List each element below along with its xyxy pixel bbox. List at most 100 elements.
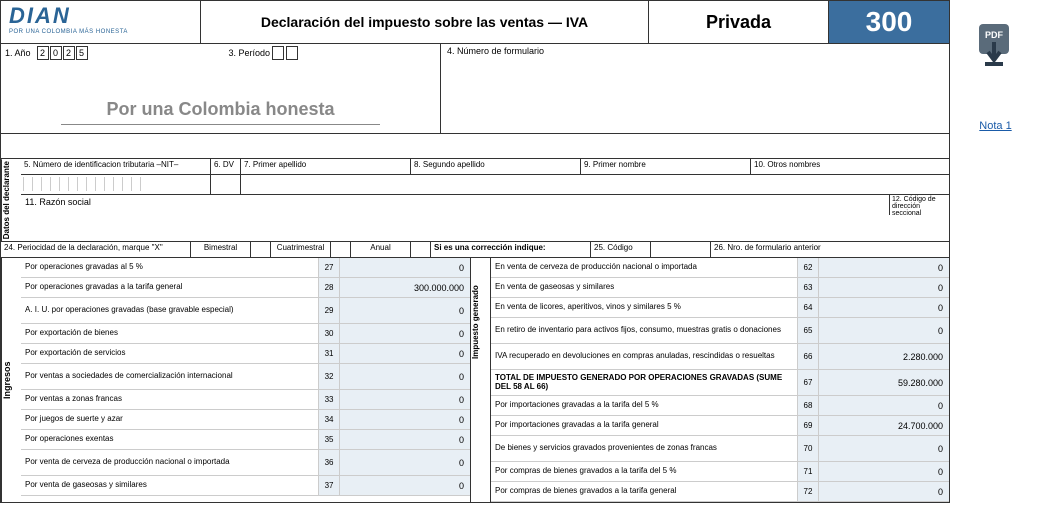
row-number: 64 <box>797 298 819 317</box>
row-number: 70 <box>797 436 819 461</box>
row-value[interactable]: 0 <box>819 396 949 415</box>
row-value[interactable]: 0 <box>340 258 470 277</box>
year-label: 1. Año <box>5 48 31 58</box>
correccion-label: Si es una corrección indique: <box>431 242 591 257</box>
row-value[interactable]: 0 <box>340 298 470 323</box>
row-value[interactable]: 0 <box>819 318 949 343</box>
codigo-25-input[interactable] <box>651 242 711 257</box>
row-number: 62 <box>797 258 819 277</box>
row-value[interactable]: 0 <box>819 298 949 317</box>
row-description: Por ventas a sociedades de comercializac… <box>21 371 318 382</box>
slogan-text: Por una Colombia honesta <box>61 99 380 125</box>
row-value[interactable]: 0 <box>819 436 949 461</box>
row-value[interactable]: 0 <box>819 482 949 501</box>
row-value[interactable]: 0 <box>819 278 949 297</box>
row-number: 30 <box>318 324 340 343</box>
row-number: 65 <box>797 318 819 343</box>
row-value[interactable]: 300.000.000 <box>340 278 470 297</box>
periodo-box-2[interactable] <box>286 46 298 60</box>
anual-checkbox[interactable] <box>411 242 431 257</box>
row-value[interactable]: 0 <box>340 324 470 343</box>
year-digit-1: 2 <box>37 46 49 60</box>
row-number: 71 <box>797 462 819 481</box>
row-description: En venta de licores, aperitivos, vinos y… <box>491 302 797 313</box>
table-row: Por compras de bienes gravados a la tari… <box>491 462 949 482</box>
row-number: 31 <box>318 344 340 363</box>
row-description: Por exportación de bienes <box>21 328 318 339</box>
codigo-direccion-label: 12. Código de dirección seccional <box>889 195 949 215</box>
table-row: Por ventas a zonas francas330 <box>21 390 470 410</box>
row-description: Por exportación de servicios <box>21 348 318 359</box>
row-description: Por importaciones gravadas a la tarifa g… <box>491 420 797 431</box>
table-row: Por operaciones gravadas al 5 %270 <box>21 258 470 278</box>
logo-cell: DIAN POR UNA COLOMBIA MÁS HONESTA <box>1 1 201 43</box>
row-number: 33 <box>318 390 340 409</box>
table-row: Por ventas a sociedades de comercializac… <box>21 364 470 390</box>
impuesto-generado-label: Impuesto generado <box>471 272 480 372</box>
names-input-area[interactable] <box>241 175 949 194</box>
periodo-box-1[interactable] <box>272 46 284 60</box>
right-spacer-col: Impuesto generado <box>471 258 491 502</box>
table-row: En venta de licores, aperitivos, vinos y… <box>491 298 949 318</box>
year-digit-3: 2 <box>63 46 75 60</box>
table-row: Por exportación de servicios310 <box>21 344 470 364</box>
row-description: En venta de cerveza de producción nacion… <box>491 262 797 273</box>
nota-1-link[interactable]: Nota 1 <box>955 120 1036 132</box>
dv-label: 6. DV <box>211 159 241 174</box>
row-number: 37 <box>318 476 340 495</box>
row-value[interactable]: 0 <box>340 390 470 409</box>
cuatrimestral-label: Cuatrimestral <box>271 242 331 257</box>
form-number-badge: 300 <box>829 1 949 43</box>
row-value[interactable]: 0 <box>819 462 949 481</box>
svg-text:PDF: PDF <box>985 30 1004 40</box>
table-row: Por juegos de suerte y azar340 <box>21 410 470 430</box>
row-description: Por venta de cerveza de producción nacio… <box>21 457 318 468</box>
cuatrimestral-checkbox[interactable] <box>331 242 351 257</box>
row-number: 27 <box>318 258 340 277</box>
formulario-anterior-label: 26. Nro. de formulario anterior <box>711 242 949 257</box>
row-value[interactable]: 0 <box>340 364 470 389</box>
table-row: Por venta de cerveza de producción nacio… <box>21 450 470 476</box>
row-value[interactable]: 0 <box>340 430 470 449</box>
row-value[interactable]: 24.700.000 <box>819 416 949 435</box>
row-value[interactable]: 0 <box>340 344 470 363</box>
row-value[interactable]: 0 <box>340 450 470 475</box>
year-digit-4: 5 <box>76 46 88 60</box>
periodicidad-label: 24. Periocidad de la declaración, marque… <box>1 242 191 257</box>
row-number: 36 <box>318 450 340 475</box>
row-description: De bienes y servicios gravados provenien… <box>491 443 797 454</box>
table-row: En venta de gaseosas y similares630 <box>491 278 949 298</box>
primer-apellido-label: 7. Primer apellido <box>241 159 411 174</box>
nit-input-boxes[interactable] <box>21 175 211 194</box>
row-year-periodo: 1. Año 2 0 2 5 3. Período Por una Colomb… <box>0 44 950 134</box>
bimestral-checkbox[interactable] <box>251 242 271 257</box>
razon-social-label: 11. Razón social <box>21 195 889 215</box>
year-digit-2: 0 <box>50 46 62 60</box>
dian-logo: DIAN <box>9 3 192 29</box>
pdf-download-button[interactable]: PDF <box>971 20 1021 70</box>
row-description: Por operaciones exentas <box>21 434 318 445</box>
row-description: Por operaciones gravadas a la tarifa gen… <box>21 282 318 293</box>
table-row: Por importaciones gravadas a la tarifa g… <box>491 416 949 436</box>
table-row: TOTAL DE IMPUESTO GENERADO POR OPERACION… <box>491 370 949 396</box>
datos-section-label: Datos del declarante <box>1 159 21 241</box>
row-description: TOTAL DE IMPUESTO GENERADO POR OPERACION… <box>491 373 797 393</box>
table-row: Por operaciones exentas350 <box>21 430 470 450</box>
table-row: En venta de cerveza de producción nacion… <box>491 258 949 278</box>
main-table: Ingresos Por operaciones gravadas al 5 %… <box>0 258 950 503</box>
row-value[interactable]: 2.280.000 <box>819 344 949 369</box>
row-value[interactable]: 0 <box>340 410 470 429</box>
codigo-25-label: 25. Código <box>591 242 651 257</box>
row-value[interactable]: 0 <box>819 258 949 277</box>
table-row: Por compras de bienes gravados a la tari… <box>491 482 949 502</box>
row-description: IVA recuperado en devoluciones en compra… <box>491 351 797 362</box>
row-description: Por importaciones gravadas a la tarifa d… <box>491 400 797 411</box>
nit-label: 5. Número de identificacion tributaria –… <box>21 159 211 174</box>
dv-input[interactable] <box>211 175 241 194</box>
table-row: En retiro de inventario para activos fij… <box>491 318 949 344</box>
periodicidad-row: 24. Periocidad de la declaración, marque… <box>0 242 950 258</box>
bimestral-label: Bimestral <box>191 242 251 257</box>
row-value[interactable]: 59.280.000 <box>819 370 949 395</box>
row-value[interactable]: 0 <box>340 476 470 495</box>
table-row: Por exportación de bienes300 <box>21 324 470 344</box>
